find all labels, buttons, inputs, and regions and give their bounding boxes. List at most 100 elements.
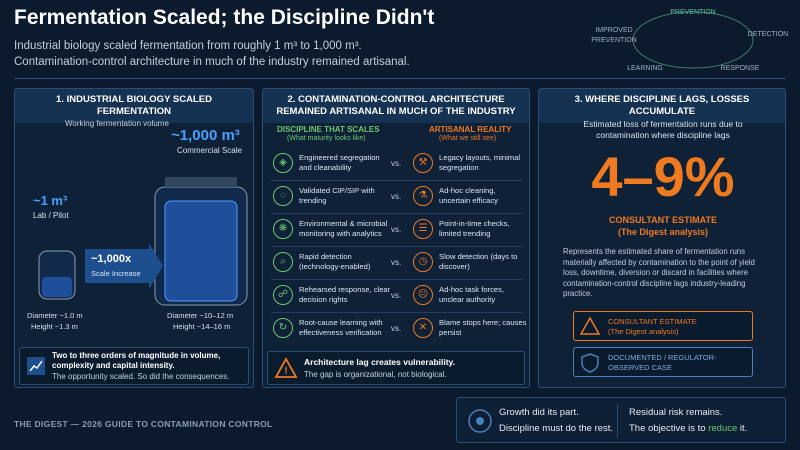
panel-losses: 3. WHERE DISCIPLINE LAGS, LOSSES ACCUMUL… — [538, 88, 786, 388]
legend-title: CONSULTANT ESTIMATE — [608, 317, 697, 326]
footer-bold: Architecture lag creates vulnerability. — [304, 357, 456, 367]
column-sub: (What maturity looks like) — [287, 135, 366, 142]
vs: vs. — [391, 159, 402, 168]
vessels — [38, 177, 248, 306]
column-sub: (What we still see) — [439, 135, 497, 142]
body: Represents the estimated share of fermen… — [563, 247, 755, 298]
large-label: Commercial Scale — [177, 146, 242, 155]
cycle-label: PREVENTION — [670, 9, 716, 16]
icon — [27, 357, 45, 375]
vs: vs. — [391, 324, 402, 333]
panel-title: 3. WHERE DISCIPLINE LAGS, LOSSES ACCUMUL… — [539, 89, 785, 123]
right-item: Ad-hoc task forces, unclear authority — [439, 285, 504, 304]
caption: Working fermentation volume — [65, 119, 169, 128]
left-item: Validated CIP/SIP with trending — [299, 186, 375, 205]
icon: ☹ — [413, 285, 433, 305]
left-item: Rehearsed response, clear decision right… — [299, 285, 391, 304]
small-volume: ~1 m³ — [33, 193, 68, 208]
brand: THE DIGEST — 2026 GUIDE TO CONTAMINATION… — [14, 419, 273, 429]
icon: ◌ — [273, 186, 293, 206]
dimension: Height ~1.3 m — [31, 322, 78, 331]
right-item: Point-in-time checks, limited trending — [439, 219, 510, 238]
panel-title: 2. CONTAMINATION-CONTROL ARCHITECTURE REM… — [263, 89, 529, 123]
panel-architecture: 2. CONTAMINATION-CONTROL ARCHITECTURE REM… — [262, 88, 530, 388]
estimate: CONSULTANT ESTIMATE — [609, 215, 717, 225]
cycle-diagram: PREVENTION DETECTION RESPONSE LEARNING I… — [591, 9, 788, 72]
intro: Estimated loss of fermentation runs due … — [583, 119, 743, 140]
column-head: DISCIPLINE THAT SCALES — [277, 125, 380, 134]
left-item: Rapid detection (technology-enabled) — [299, 252, 371, 271]
right-item: Legacy layouts, minimal segregation — [439, 153, 521, 172]
icon — [468, 409, 492, 433]
cycle-label: RESPONSE — [721, 65, 760, 72]
divider — [14, 78, 786, 79]
legend-box: CONSULTANT ESTIMATE (The Digest analysis… — [573, 311, 753, 341]
row-divider — [271, 312, 523, 313]
objective: The objective is to reduce it. — [629, 423, 747, 434]
cycle-label: PREVENTION — [591, 37, 637, 44]
left-item: Root-cause learning with effectiveness v… — [299, 318, 383, 337]
footer-box: ! Architecture lag creates vulnerability… — [267, 351, 525, 385]
icon: ↻ — [273, 318, 293, 338]
icon: ✕ — [413, 318, 433, 338]
icon: ⚗ — [413, 186, 433, 206]
cycle-label: DETECTION — [748, 31, 788, 38]
footer-box: Two to three orders of magnitude in volu… — [19, 347, 249, 385]
icon: ❋ — [273, 219, 293, 239]
footer-text: The gap is organizational, not biologica… — [304, 370, 447, 379]
estimate-sub: (The Digest analysis) — [617, 227, 709, 237]
cycle-label: IMPROVED — [595, 27, 632, 34]
small-label: Lab / Pilot — [33, 211, 69, 220]
legend-title: DOCUMENTED / REGULATOR-OBSERVED CASE — [608, 353, 717, 372]
separator — [617, 404, 618, 438]
objective-text: it. — [737, 423, 748, 434]
title-line: 2. CONTAMINATION-CONTROL ARCHITECTURE — [287, 94, 505, 105]
icon: ◷ — [413, 252, 433, 272]
residual: Residual risk remains. — [629, 407, 723, 418]
icon — [580, 317, 600, 335]
right-item: Slow detection (days to discover) — [439, 252, 518, 271]
vs: vs. — [391, 192, 402, 201]
large-volume: ~1,000 m³ — [171, 127, 240, 144]
svg-text:!: ! — [284, 366, 287, 377]
growth: Growth did its part. — [499, 407, 579, 418]
big-figure: 4–9% — [591, 145, 735, 208]
title: Fermentation Scaled; the Discipline Didn… — [14, 6, 435, 29]
left-item: Engineered segregation and cleanability — [299, 153, 380, 172]
panel-scale: 1. INDUSTRIAL BIOLOGY SCALED FERMENTATIO… — [14, 88, 254, 388]
vs: vs. — [391, 258, 402, 267]
arrow-value: ~1,000x — [91, 253, 132, 265]
icon: ◈ — [273, 153, 293, 173]
subtitle: Contamination-control architecture in mu… — [14, 56, 410, 68]
vs: vs. — [391, 225, 402, 234]
footer-bold: Two to three orders of magnitude in volu… — [52, 351, 221, 370]
growth: Discipline must do the rest. — [499, 423, 614, 434]
footer-text: The opportunity scaled. So did the conse… — [52, 372, 230, 381]
icon: ⚒ — [413, 153, 433, 173]
icon: ☍ — [273, 285, 293, 305]
row-divider — [271, 213, 523, 214]
subtitle: Industrial biology scaled fermentation f… — [14, 40, 362, 52]
column-head: ARTISANAL REALITY — [429, 125, 512, 134]
vs: vs. — [391, 291, 402, 300]
dimension: Diameter ~10–12 m — [167, 311, 234, 320]
dimension: Diameter ~1.0 m — [27, 311, 83, 320]
panel-title: 1. INDUSTRIAL BIOLOGY SCALED FERMENTATIO… — [15, 89, 253, 123]
right-item: Ad-hoc cleaning, uncertain efficacy — [439, 186, 498, 205]
dimension: Height ~14–16 m — [173, 322, 231, 331]
arrow-label: Scale Increase — [91, 269, 141, 278]
icon: ! — [274, 357, 298, 378]
right-item: Blame stops here; causes persist — [439, 318, 527, 337]
row-divider — [271, 246, 523, 247]
icon: ⌕ — [273, 252, 293, 272]
title-line: REMAINED ARTISANAL IN MUCH OF THE INDUST… — [276, 106, 516, 117]
closing-box: Growth did its part. Discipline must do … — [456, 397, 786, 443]
icon — [581, 353, 599, 373]
cycle-label: LEARNING — [627, 65, 663, 72]
left-item: Environmental & microbial monitoring wit… — [299, 219, 388, 238]
objective-text: The objective is to — [629, 423, 709, 434]
row-divider — [271, 180, 523, 181]
comparison-rows: ◈ Engineered segregation and cleanability… — [263, 147, 531, 347]
legend-sub: (The Digest analysis) — [608, 327, 679, 336]
